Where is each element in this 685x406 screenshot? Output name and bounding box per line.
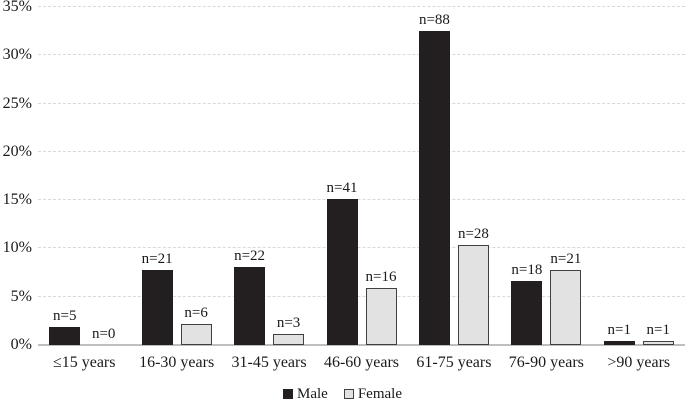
male-bar->90 years	[603, 341, 635, 345]
x-label->90 years: >90 years	[607, 354, 671, 371]
male-bar-label->90 years: n=1	[607, 322, 632, 339]
male-bar-label-61-75 years: n=88	[418, 12, 450, 29]
female-bar-76-90 years	[550, 270, 582, 345]
y-tick-25%: 25%	[2, 94, 32, 112]
legend-item-female: Female	[343, 386, 402, 402]
x-label-46-60 years: 46-60 years	[323, 354, 400, 371]
gridline-20%	[38, 150, 685, 152]
gridline-25%	[38, 102, 685, 104]
x-label-16-30 years: 16-30 years	[139, 354, 215, 371]
male-bar-label-31-45 years: n=22	[234, 247, 266, 264]
gridline-10%	[38, 247, 685, 249]
male-bar-label-≤15 years: n=5	[52, 308, 77, 325]
y-tick-5%: 5%	[10, 287, 32, 305]
female-bar-label-46-60 years: n=16	[365, 269, 397, 286]
legend-item-male: Male	[283, 386, 328, 402]
female-bar-label-16-30 years: n=6	[184, 304, 208, 321]
male-bar-76-90 years	[511, 280, 543, 345]
male-bar-46-60 years	[326, 198, 358, 345]
y-tick-15%: 15%	[2, 191, 32, 209]
legend: Male Female	[0, 386, 685, 402]
gridline-30%	[38, 54, 685, 56]
female-bar-46-60 years	[365, 288, 397, 345]
x-label-≤15 years: ≤15 years	[52, 354, 116, 371]
gridline-15%	[38, 199, 685, 201]
gridline-35%	[38, 6, 685, 7]
legend-label-male: Male	[297, 386, 328, 402]
female-bar-label-76-90 years: n=21	[550, 251, 582, 268]
male-bar-≤15 years	[49, 327, 81, 345]
female-bar-61-75 years	[457, 245, 489, 345]
female-bar-label->90 years: n=1	[646, 322, 671, 339]
female-bar-label-≤15 years: n=0	[91, 326, 116, 342]
x-label-76-90 years: 76-90 years	[508, 354, 584, 371]
plot-area: n=5 n=0 n=21 n=6 n=22 n=3 n=41 n=16 n=88 n=28 n=18…	[38, 6, 685, 346]
male-bar-label-46-60 years: n=41	[326, 179, 358, 196]
y-tick-0%: 0%	[10, 336, 32, 353]
female-bar-31-45 years	[273, 334, 305, 345]
male-series-swatch-icon	[283, 389, 293, 399]
x-label-61-75 years: 61-75 years	[416, 354, 492, 371]
y-tick-20%: 20%	[2, 142, 32, 160]
y-tick-10%: 10%	[2, 239, 32, 257]
male-bar-61-75 years	[418, 31, 450, 345]
male-bar-16-30 years	[141, 270, 173, 345]
x-axis-line	[38, 344, 685, 346]
gridline-5%	[38, 295, 685, 297]
female-series-swatch-icon	[343, 389, 354, 399]
y-tick-30%: 30%	[2, 46, 32, 64]
x-label-31-45 years: 31-45 years	[231, 354, 307, 371]
legend-label-female: Female	[357, 386, 402, 402]
male-bar-label-76-90 years: n=18	[511, 261, 543, 278]
female-bar-label-31-45 years: n=3	[276, 315, 301, 332]
female-bar->90 years	[642, 341, 674, 345]
male-bar-31-45 years	[234, 266, 266, 345]
female-bar-label-61-75 years: n=28	[457, 226, 489, 243]
female-bar-16-30 years	[180, 323, 212, 345]
y-tick-35%: 35%	[2, 0, 32, 15]
male-bar-label-16-30 years: n=21	[141, 251, 173, 268]
